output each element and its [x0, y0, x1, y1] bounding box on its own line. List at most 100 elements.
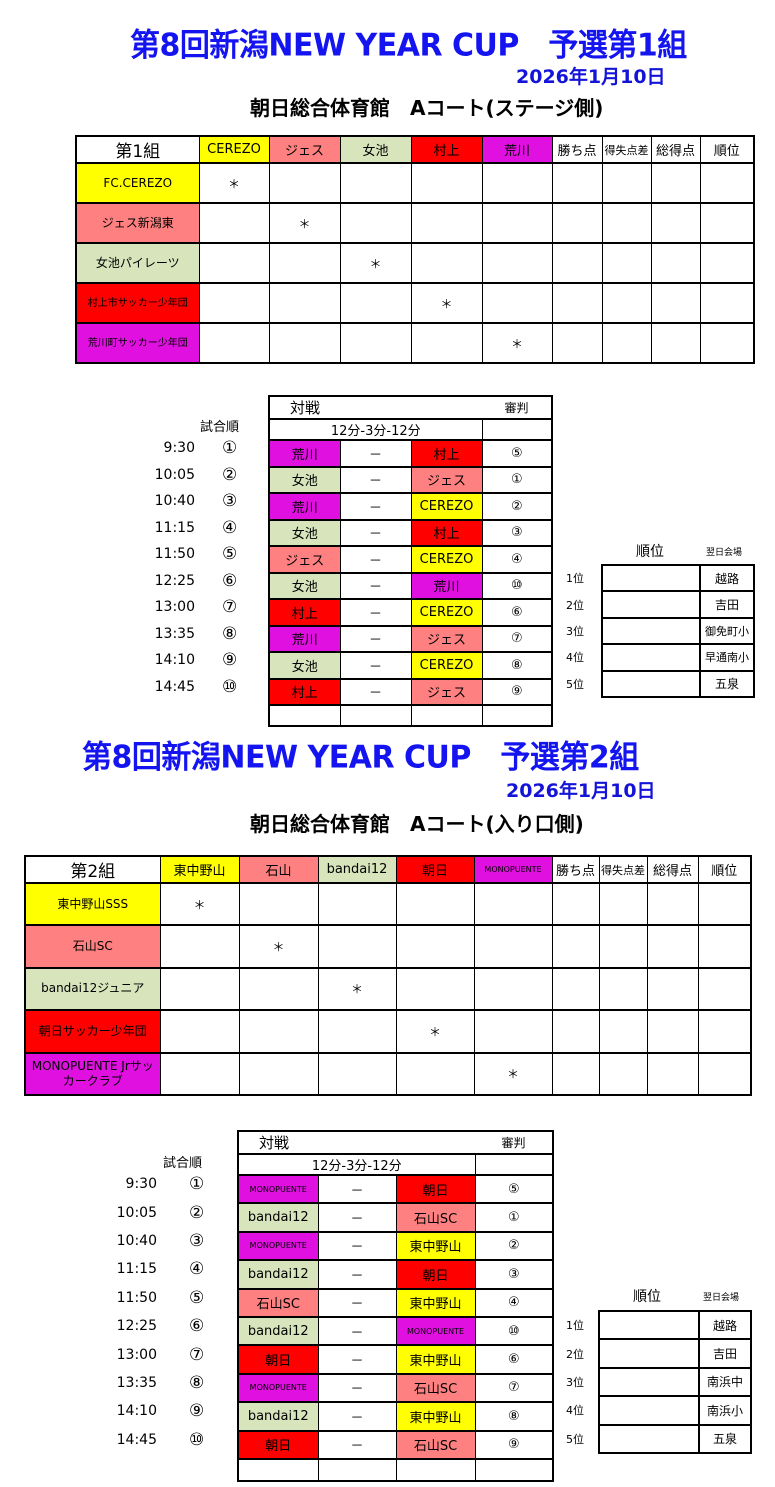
opponent-column-header: 女池 — [339, 135, 412, 164]
match-separator: － — [317, 1344, 397, 1375]
result-cell — [697, 966, 752, 1011]
match-number: ⑦ — [222, 597, 238, 618]
rank-label: 2位 — [566, 598, 584, 612]
match-format: 12分-3分-12分 — [268, 418, 483, 441]
match-time: 13:00 — [154, 599, 195, 616]
standings-row: 村上市サッカー少年団 ＊ — [75, 282, 755, 324]
match-number: ⑧ — [222, 623, 238, 644]
result-cell — [646, 924, 699, 969]
result-cell — [395, 924, 475, 969]
match-time: 10:05 — [116, 1204, 157, 1221]
result-cell — [601, 162, 652, 204]
ranked-team — [601, 643, 701, 672]
match-separator: － — [339, 678, 412, 706]
away-team: 東中野山 — [395, 1401, 476, 1432]
away-team: CEREZO — [410, 545, 483, 574]
next-day-venue: 御免町小 — [699, 617, 755, 646]
result-cell — [551, 282, 603, 324]
blank-cell — [410, 704, 483, 726]
result-cell — [395, 966, 475, 1011]
blank-cell — [395, 1458, 476, 1482]
next-day-venue: 早通南小 — [699, 643, 755, 672]
match-separator: － — [317, 1373, 397, 1404]
match-time: 12:25 — [116, 1318, 157, 1335]
standings-row: 荒川町サッカー少年団 ＊ — [75, 322, 755, 364]
result-cell — [238, 966, 319, 1011]
result-cell — [317, 924, 397, 969]
match-separator: － — [317, 1259, 397, 1290]
stat-column-header: 得失点差 — [601, 135, 652, 164]
result-cell — [646, 966, 699, 1011]
away-team: ジェス — [410, 625, 483, 653]
referee-number: ⑨ — [474, 1430, 554, 1460]
ranked-team — [601, 564, 701, 593]
match-time: 13:00 — [116, 1346, 157, 1363]
standings-header-row: 第1組 CEREZO ジェス 女池 村上 荒川 勝ち点 得失点差 総得点 順位 — [75, 135, 755, 164]
match-separator: － — [339, 492, 412, 521]
match-row: bandai12 －石山SC ① — [237, 1202, 554, 1233]
result-cell — [598, 1009, 648, 1054]
away-team: ジェス — [410, 466, 483, 494]
match-row: 石山SC －東中野山 ④ — [237, 1288, 554, 1318]
team-name: 村上市サッカー少年団 — [75, 282, 200, 324]
result-cell — [410, 162, 483, 204]
ranking-row: 南浜小 — [598, 1395, 752, 1426]
match-row: 荒川－ジェス ⑦ — [268, 625, 553, 653]
referee-number: ③ — [474, 1259, 554, 1290]
match-row: 女池－荒川 ⑩ — [268, 572, 553, 600]
result-cell — [339, 322, 412, 364]
rank-label: 5位 — [566, 1432, 584, 1446]
blank-cell — [268, 704, 341, 726]
match-time: 13:35 — [116, 1375, 157, 1391]
match-number: ③ — [189, 1231, 205, 1251]
home-team: 石山SC — [237, 1288, 319, 1318]
next-day-venue: 南浜中 — [698, 1367, 752, 1398]
match-separator: － — [339, 439, 412, 468]
blank-cell — [339, 704, 412, 726]
match-number: ④ — [189, 1259, 205, 1280]
ranking-row: 五泉 — [598, 1424, 752, 1454]
match-header: 対戦 — [237, 1130, 476, 1155]
team-name: FC.CEREZO — [75, 162, 200, 204]
referee-number: ① — [481, 466, 553, 494]
result-cell — [198, 202, 270, 244]
group-label: 第2組 — [24, 855, 161, 884]
next-day-venue: 南浜小 — [698, 1395, 752, 1426]
team-name: 朝日サッカー少年団 — [24, 1009, 161, 1054]
next-day-venue: 吉田 — [698, 1338, 752, 1369]
stat-column-header: 勝ち点 — [551, 855, 600, 884]
match-number: ② — [189, 1202, 205, 1223]
result-cell — [551, 162, 603, 204]
home-team: ジェス — [268, 545, 341, 574]
match-number: ⑤ — [222, 544, 238, 565]
referee-number: ① — [474, 1202, 554, 1233]
team-name: 女池パイレーツ — [75, 242, 200, 284]
match-time: 10:40 — [116, 1233, 157, 1249]
team-name: 石山SC — [24, 924, 161, 969]
match-time: 12:25 — [154, 572, 195, 589]
match-row: 女池－村上 ③ — [268, 519, 553, 547]
result-cell — [410, 322, 483, 364]
schedule-header-row: 対戦 審判 — [237, 1130, 554, 1155]
away-team: 荒川 — [410, 572, 483, 600]
match-number: ⑩ — [189, 1429, 205, 1450]
away-team: CEREZO — [410, 492, 483, 521]
stat-column-header: 勝ち点 — [551, 135, 603, 164]
match-time: 10:05 — [154, 466, 195, 483]
home-team: MONOPUENTE — [237, 1174, 319, 1205]
standings-table: 第1組 CEREZO ジェス 女池 村上 荒川 勝ち点 得失点差 総得点 順位 FC.CEREZO ＊… — [75, 135, 755, 364]
match-number: ⑨ — [189, 1401, 205, 1422]
opponent-column-header: bandai12 — [317, 855, 397, 884]
opponent-column-header: 朝日 — [395, 855, 475, 884]
result-cell — [481, 202, 553, 244]
match-schedule-table: 対戦 審判 12分-3分-12分 MONOPUENTE －朝日 ⑤ bandai12 －石山S… — [237, 1130, 555, 1483]
team-name: 荒川町サッカー少年団 — [75, 322, 200, 364]
ranked-team — [601, 670, 701, 698]
opponent-column-header: 石山 — [238, 855, 319, 884]
result-cell — [551, 966, 600, 1011]
away-team: MONOPUENTE — [395, 1316, 476, 1347]
result-cell — [159, 966, 240, 1011]
rank-label: 1位 — [566, 572, 584, 586]
match-number: ⑩ — [222, 676, 238, 697]
blank-cell — [317, 1458, 397, 1482]
